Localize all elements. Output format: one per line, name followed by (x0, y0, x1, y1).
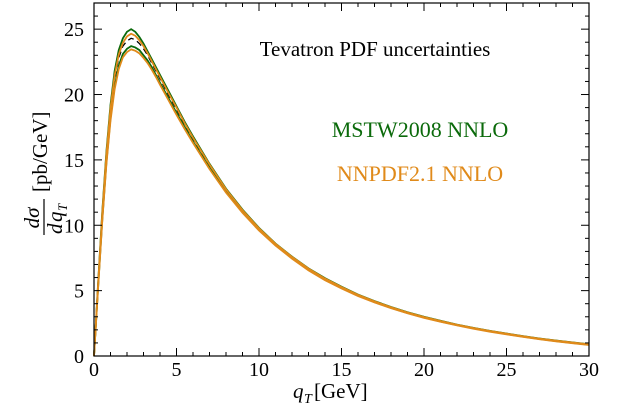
y-axis-unit: [pb/GeV] (28, 112, 52, 192)
series-line-0 (93, 28, 590, 357)
y-axis-den-d: d (43, 223, 67, 234)
x-axis-unit: [GeV] (314, 379, 368, 403)
curves-layer (93, 28, 590, 357)
y-tick-label: 15 (64, 150, 84, 172)
series-line-3 (93, 32, 590, 357)
y-axis-den-sub: T (55, 203, 70, 211)
y-axis-num: dσ (20, 206, 44, 229)
series-line-4 (93, 48, 590, 357)
x-axis-sub: T (304, 392, 313, 407)
x-tick-label: 0 (89, 359, 99, 381)
y-tick-label: 10 (64, 215, 84, 237)
x-tick-label: 25 (497, 359, 517, 381)
x-tick-label: 5 (172, 359, 182, 381)
y-tick-label: 5 (74, 281, 84, 303)
x-tick-label: 20 (414, 359, 434, 381)
annotation-mstw: MSTW2008 NNLO (332, 117, 509, 142)
ticks-layer: 0 5 10 15 20 25 30 0 5 10 15 20 25 (64, 2, 599, 381)
y-tick-label: 25 (64, 19, 84, 41)
y-axis-label: dσ d q T [pb/GeV] (20, 112, 70, 235)
x-axis-var: q (293, 379, 304, 403)
series-line-1 (93, 37, 590, 357)
x-tick-label: 15 (332, 359, 352, 381)
x-axis-label: q T [GeV] (293, 379, 368, 407)
y-axis-den-q: q (43, 211, 67, 222)
annotation-nnpdf: NNPDF2.1 NNLO (337, 161, 503, 186)
y-tick-label: 0 (74, 346, 84, 368)
y-tick-label: 20 (64, 85, 84, 107)
x-tick-label: 10 (249, 359, 269, 381)
annotation-main: Tevatron PDF uncertainties (260, 37, 491, 61)
x-tick-label: 30 (579, 359, 599, 381)
